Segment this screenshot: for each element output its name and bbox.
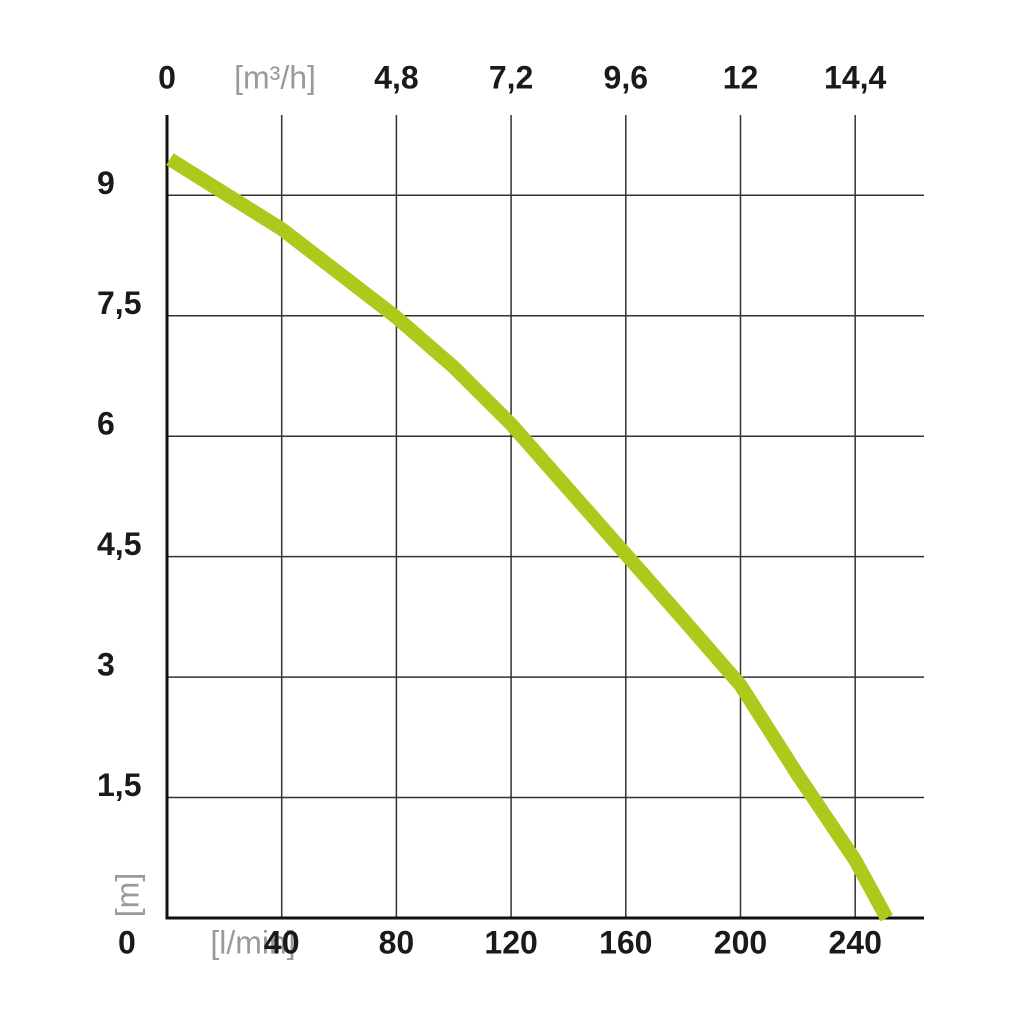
x2-tick-label: 4,8 (374, 59, 418, 95)
x2-tick-label: 12 (723, 59, 759, 95)
y-tick-label: 7,5 (97, 285, 141, 321)
x2-tick-label: 14,4 (824, 59, 886, 95)
x-tick-label: 200 (714, 924, 767, 960)
y-axis-label: [m] (109, 873, 145, 917)
y-tick-label: 0 (118, 924, 136, 960)
y-tick-label: 3 (97, 647, 115, 683)
x-tick-label: 240 (828, 924, 881, 960)
y-tick-label: 6 (97, 406, 115, 442)
x-tick-label: 120 (484, 924, 537, 960)
y-tick-label: 4,5 (97, 526, 141, 562)
curve (166, 153, 893, 922)
x-tick-label: 160 (599, 924, 652, 960)
y-tick-label: 1,5 (97, 767, 141, 803)
x-tick-label: 40 (264, 924, 300, 960)
x2-axis-label: [m³/h] (234, 59, 316, 95)
x-tick-label: 80 (379, 924, 415, 960)
x2-tick-label: 7,2 (489, 59, 533, 95)
x2-tick-label: 9,6 (604, 59, 648, 95)
y-tick-label: 9 (97, 165, 115, 201)
x-axis-label: [l/min] (210, 924, 295, 960)
x2-tick-label: 0 (158, 59, 176, 95)
